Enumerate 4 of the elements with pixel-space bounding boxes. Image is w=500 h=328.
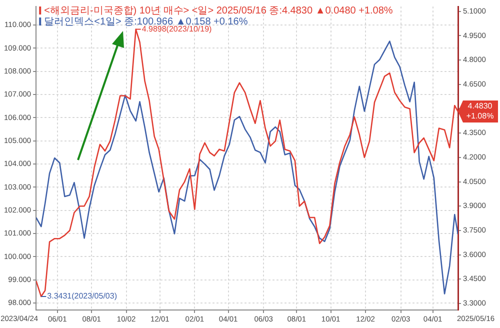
annotation: 4.9898(2023/10/19) [142, 24, 212, 34]
text: 4.4830 +1.08% [466, 102, 494, 121]
annotation: 3.3431(2023/05/03) [47, 292, 118, 301]
legend-label: <해외금리-미국종합) 10년 매수> <일> 2025/05/16 종:4.4830 ▲0.0480 +1.08% [44, 5, 393, 16]
